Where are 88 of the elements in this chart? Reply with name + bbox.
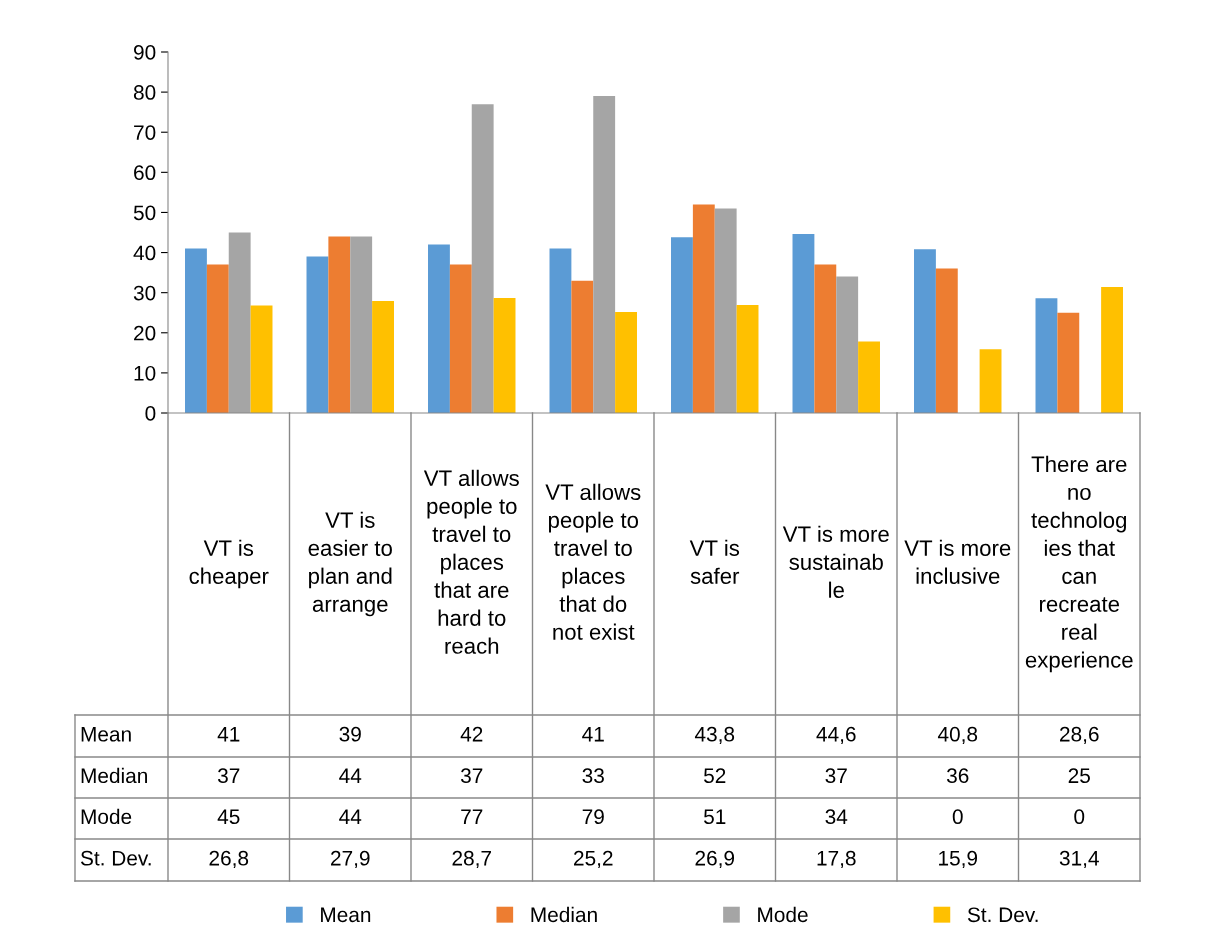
- bar: [549, 248, 572, 413]
- legend-label: Mean: [321, 907, 371, 923]
- data-label: 0: [1074, 809, 1085, 825]
- legend-label: Mode: [758, 906, 808, 923]
- data-label: 44: [339, 809, 362, 824]
- bar: [692, 204, 715, 413]
- data-label: 37: [825, 768, 847, 784]
- bar: [449, 264, 472, 413]
- data-label: 0: [952, 809, 963, 825]
- text: Mode: [81, 808, 132, 825]
- y-tick-label: 80: [133, 85, 156, 100]
- bar: [350, 236, 373, 413]
- bar: [372, 301, 394, 413]
- data-label: 27,9: [331, 850, 370, 869]
- bar: [1101, 287, 1123, 413]
- bar: [228, 232, 251, 413]
- data-label: 26,8: [209, 850, 249, 869]
- bar: [858, 341, 880, 413]
- y-tick-label: 0: [145, 406, 156, 421]
- legend-label: St. Dev.: [967, 907, 1038, 923]
- x-tick-label: VT is more sustainable: [782, 525, 889, 598]
- bar: [935, 268, 958, 413]
- x-tick-label: VT allows people to travel to places that are hard to reach: [423, 469, 519, 654]
- data-label: 41: [217, 727, 240, 742]
- data-label: 36: [946, 768, 969, 784]
- bar: [206, 264, 229, 413]
- bar: [792, 234, 815, 413]
- bar: [571, 280, 594, 413]
- text: St. Dev.: [80, 850, 151, 866]
- bar: [493, 297, 516, 413]
- bar: [471, 104, 494, 413]
- data-label: 40,8: [937, 726, 978, 745]
- bar: [671, 237, 693, 413]
- data-label: 33: [582, 768, 604, 784]
- data-label: 43,8: [694, 726, 735, 745]
- y-tick-label: 30: [133, 285, 156, 301]
- data-label: 77: [461, 809, 483, 824]
- bar: [736, 305, 759, 413]
- data-label: 31,4: [1059, 850, 1099, 869]
- x-tick-label: VT is easier to plan and arrange: [308, 511, 392, 617]
- data-label: 34: [825, 809, 848, 825]
- data-label: 44,6: [816, 726, 856, 745]
- bar: [814, 264, 837, 413]
- data-label: 79: [582, 809, 604, 825]
- data-label: 37: [217, 768, 240, 784]
- data-label: 15,9: [939, 850, 978, 869]
- bar: [979, 349, 1002, 413]
- y-tick-label: 10: [134, 365, 156, 381]
- bar: [593, 96, 616, 413]
- data-label: 42: [460, 726, 483, 742]
- bar: [714, 208, 737, 413]
- bar: [185, 248, 207, 413]
- data-label: 39: [339, 726, 361, 742]
- data-label: 51: [704, 809, 726, 825]
- data-label: 41: [582, 727, 604, 742]
- data-label: 25: [1068, 768, 1090, 784]
- bar: [1035, 298, 1058, 413]
- data-label: 26,9: [695, 850, 735, 869]
- bar: [836, 276, 859, 413]
- text: Median: [81, 767, 147, 784]
- bar: [914, 249, 936, 413]
- data-label: 28,6: [1060, 726, 1099, 745]
- y-tick-label: 20: [134, 325, 156, 341]
- y-tick-label: 90: [134, 45, 156, 60]
- y-tick-label: 60: [134, 165, 156, 181]
- bar: [428, 244, 450, 413]
- bar: [250, 305, 273, 413]
- x-tick-label: There are no technologies that can recreate real experience: [1025, 455, 1133, 673]
- y-tick-label: 40: [133, 245, 156, 261]
- y-tick-label: 70: [134, 125, 156, 140]
- data-label: 17,8: [817, 850, 856, 869]
- x-tick-label: VT is cheaper: [189, 539, 269, 589]
- data-label: 45: [217, 809, 240, 825]
- x-tick-label: VT is more inclusive: [904, 539, 1011, 584]
- bar: [1057, 312, 1080, 413]
- legend-label: Median: [531, 906, 597, 923]
- bar: [328, 236, 351, 413]
- data-label: 28,7: [452, 850, 491, 869]
- data-label: 25,2: [574, 850, 613, 869]
- text: Mean: [81, 727, 131, 742]
- x-tick-label: VT is safer: [689, 539, 740, 584]
- data-label: 52: [704, 768, 726, 784]
- data-label: 37: [460, 768, 483, 784]
- x-tick-label: VT allows people to travel to places that do not exist: [545, 483, 641, 640]
- bar: [615, 311, 637, 413]
- bar: [306, 256, 329, 413]
- y-tick-label: 50: [133, 205, 156, 221]
- data-label: 44: [339, 768, 362, 783]
